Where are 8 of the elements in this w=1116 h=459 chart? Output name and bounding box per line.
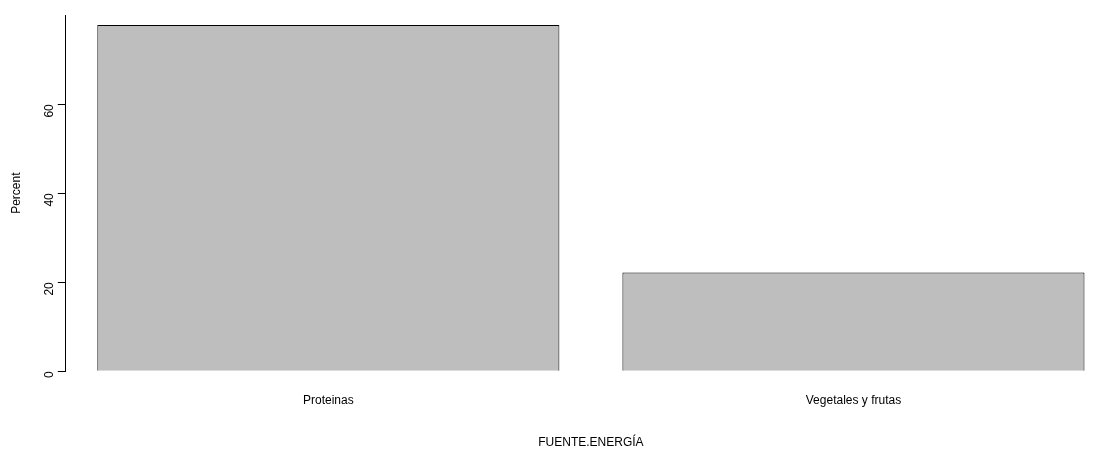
y-tick-label: 20 [42, 281, 57, 296]
y-tick-label: 0 [42, 370, 57, 378]
y-axis-title: Percent [8, 171, 23, 214]
x-tick-label: Proteinas [303, 392, 354, 407]
y-tick-label: 60 [42, 103, 57, 118]
x-tick-label: Vegetales y frutas [805, 392, 902, 407]
y-tick-label: 40 [42, 192, 57, 207]
x-axis-title: FUENTE.ENERGÍA [538, 434, 644, 450]
